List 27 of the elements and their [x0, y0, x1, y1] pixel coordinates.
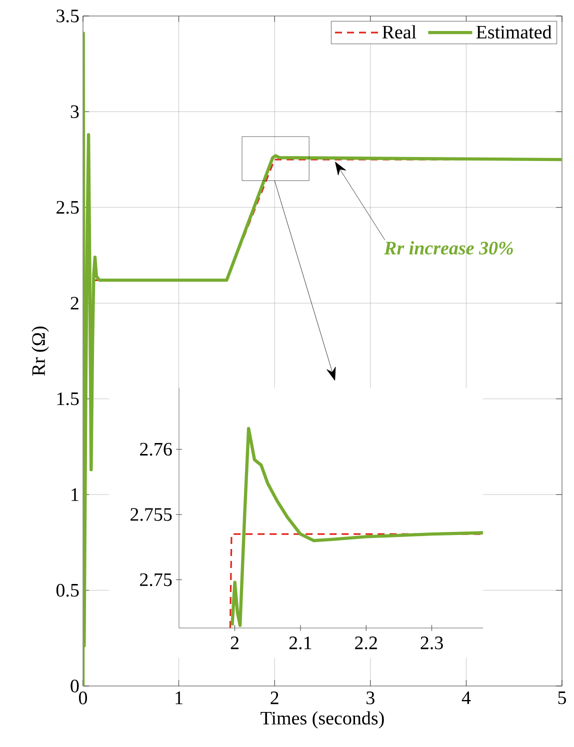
- y-tick-label: 1.5: [57, 392, 79, 406]
- x-axis-title: Times (seconds): [260, 711, 384, 728]
- y-tick-label: 0.5: [56, 584, 79, 597]
- y-tick-label: 2.5: [56, 201, 79, 214]
- y-tick-label: 3.5: [56, 10, 79, 22]
- legend-label: Estimated: [476, 25, 552, 39]
- x-tick-label: 3: [366, 692, 374, 704]
- x-tick-label: 2.1: [289, 636, 312, 650]
- annotation: Rr increase 30%: [384, 241, 513, 255]
- y-tick-label: 3: [70, 105, 79, 118]
- legend-label: Real: [382, 25, 416, 39]
- y-tick-label: 0: [70, 680, 79, 692]
- y-tick-label: 2.755: [130, 508, 172, 521]
- y-tick-label: 2.75: [140, 573, 172, 586]
- x-tick-label: 1: [176, 692, 182, 704]
- x-tick-label: 5: [558, 692, 566, 704]
- x-tick-label: 2.2: [355, 636, 377, 650]
- x-tick-label: 0: [78, 692, 88, 704]
- y-tick-label: 2: [70, 296, 78, 310]
- x-tick-label: 2: [230, 636, 239, 650]
- y-tick-label: 2.76: [140, 442, 172, 456]
- line-series: [230, 426, 483, 627]
- y-axis-title: Rr (Ω): [32, 326, 49, 376]
- x-tick-label: 4: [462, 692, 471, 704]
- x-tick-label: 2: [270, 692, 278, 704]
- y-tick-label: 1: [72, 488, 78, 501]
- x-tick-label: 2.3: [420, 636, 443, 650]
